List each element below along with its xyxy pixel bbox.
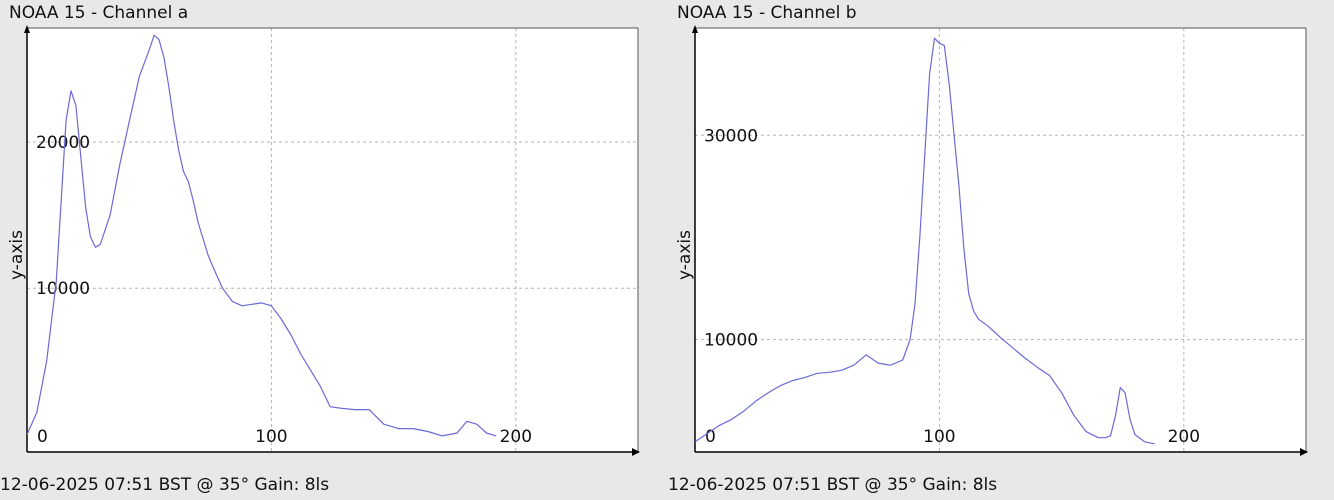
x-tick-label: 200 xyxy=(1168,427,1200,447)
x-axis-arrow-icon xyxy=(632,448,640,456)
y-tick-label: 20000 xyxy=(36,133,90,153)
chart-panel-b: NOAA 15 - Channel b 0 100 200 10000 30000 y-a… xyxy=(668,0,1308,500)
chart-footer-status: 12-06-2025 07:51 BST @ 35° Gain: 8ls xyxy=(668,475,998,495)
y-tick-label: 10000 xyxy=(36,279,90,299)
plot-area xyxy=(27,28,638,452)
x-tick-label: 100 xyxy=(923,427,955,447)
y-axis-arrow-icon xyxy=(692,25,698,33)
x-tick-label: 0 xyxy=(37,427,48,447)
chart-title: NOAA 15 - Channel b xyxy=(677,3,857,23)
x-tick-label: 200 xyxy=(500,427,532,447)
y-axis-label: y-axis xyxy=(7,230,27,280)
y-tick-label: 10000 xyxy=(704,331,758,351)
series-line xyxy=(694,37,1155,445)
chart-footer-status: 12-06-2025 07:51 BST @ 35° Gain: 8ls xyxy=(0,475,330,495)
chart-panel-a: NOAA 15 - Channel a 0 100 200 10000 20000 y-a… xyxy=(0,0,640,500)
plot-area xyxy=(695,28,1306,452)
y-axis-label: y-axis xyxy=(675,230,695,280)
y-axis-arrow-icon xyxy=(24,25,30,33)
x-tick-label: 100 xyxy=(255,427,287,447)
x-axis-arrow-icon xyxy=(1300,448,1308,456)
line-chart-a: 0 100 200 10000 20000 y-axis xyxy=(7,25,640,456)
x-tick-label: 0 xyxy=(705,427,716,447)
line-chart-b: 0 100 200 10000 30000 y-axis xyxy=(675,25,1308,456)
series-line xyxy=(26,34,497,437)
y-tick-label: 30000 xyxy=(704,126,758,146)
chart-title: NOAA 15 - Channel a xyxy=(9,3,189,23)
